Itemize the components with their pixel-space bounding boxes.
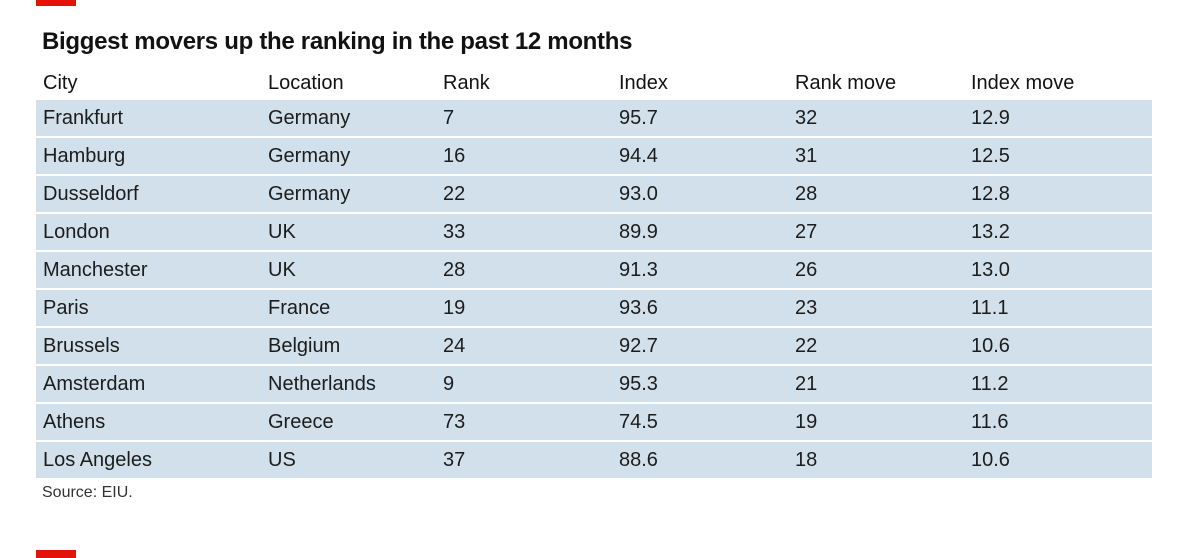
cell-index-move: 10.6 (971, 448, 1010, 471)
cell-rank: 33 (443, 220, 466, 243)
chart-title: Biggest movers up the ranking in the pas… (42, 28, 633, 55)
cell-index-move: 11.1 (971, 296, 1009, 319)
table-row: Amsterdam Netherlands 9 95.3 21 11.2 (36, 366, 1152, 404)
table-row: Hamburg Germany 16 94.4 31 12.5 (36, 138, 1152, 176)
cell-index: 93.6 (619, 296, 658, 319)
cell-city: Amsterdam (43, 372, 146, 395)
cell-rank: 19 (443, 296, 466, 319)
cell-city: Paris (43, 296, 89, 319)
table-row: London UK 33 89.9 27 13.2 (36, 214, 1152, 252)
cell-rank-move: 27 (795, 220, 818, 243)
cell-rank-move: 22 (795, 334, 818, 357)
cell-location: UK (268, 220, 296, 243)
cell-index-move: 12.5 (971, 144, 1010, 167)
table-row: Los Angeles US 37 88.6 18 10.6 (36, 442, 1152, 480)
table-body: Frankfurt Germany 7 95.7 32 12.9 Hamburg German… (36, 100, 1152, 480)
cell-index: 94.4 (619, 144, 658, 167)
cell-index-move: 13.2 (971, 220, 1010, 243)
accent-bar-bottom (36, 550, 76, 558)
cell-rank-move: 19 (795, 410, 818, 433)
cell-location: Netherlands (268, 372, 376, 395)
table-row: Paris France 19 93.6 23 11.1 (36, 290, 1152, 328)
column-header-index: Index (619, 71, 668, 94)
column-header-location: Location (268, 71, 344, 94)
cell-location: Greece (268, 410, 334, 433)
cell-index: 92.7 (619, 334, 658, 357)
table-row: Dusseldorf Germany 22 93.0 28 12.8 (36, 176, 1152, 214)
cell-rank: 28 (443, 258, 466, 281)
cell-city: Los Angeles (43, 448, 152, 471)
cell-city: Hamburg (43, 144, 126, 167)
cell-index-move: 13.0 (971, 258, 1010, 281)
cell-index-move: 12.8 (971, 182, 1010, 205)
cell-index: 89.9 (619, 220, 658, 243)
cell-rank-move: 26 (795, 258, 818, 281)
column-header-city: City (43, 71, 78, 94)
cell-rank-move: 23 (795, 296, 818, 319)
column-header-rank-move: Rank move (795, 71, 897, 94)
source-note: Source: EIU. (42, 484, 133, 501)
cell-location: France (268, 296, 331, 319)
cell-index: 93.0 (619, 182, 658, 205)
cell-location: Germany (268, 182, 351, 205)
cell-location: Germany (268, 144, 351, 167)
cell-city: Brussels (43, 334, 120, 357)
cell-rank-move: 18 (795, 448, 818, 471)
cell-location: US (268, 448, 296, 471)
data-table: City Location Rank Index Rank move Index… (36, 66, 1152, 480)
cell-city: Manchester (43, 258, 148, 281)
cell-rank-move: 31 (795, 144, 818, 167)
table-row: Brussels Belgium 24 92.7 22 10.6 (36, 328, 1152, 366)
cell-index: 95.3 (619, 372, 658, 395)
cell-index-move: 12.9 (971, 106, 1010, 129)
cell-index-move: 11.6 (971, 410, 1009, 433)
cell-city: London (43, 220, 110, 243)
cell-rank: 9 (443, 372, 455, 395)
cell-city: Athens (43, 410, 106, 433)
cell-index: 88.6 (619, 448, 658, 471)
table-row: Manchester UK 28 91.3 26 13.0 (36, 252, 1152, 290)
table-row: Athens Greece 73 74.5 19 11.6 (36, 404, 1152, 442)
cell-rank: 22 (443, 182, 466, 205)
cell-index: 74.5 (619, 410, 658, 433)
accent-bar-top (36, 0, 76, 6)
cell-location: Belgium (268, 334, 341, 357)
cell-rank-move: 28 (795, 182, 818, 205)
cell-rank: 73 (443, 410, 466, 433)
cell-index-move: 10.6 (971, 334, 1010, 357)
cell-rank: 16 (443, 144, 466, 167)
cell-location: UK (268, 258, 296, 281)
cell-rank-move: 32 (795, 106, 818, 129)
cell-city: Frankfurt (43, 106, 124, 129)
cell-index-move: 11.2 (971, 372, 1009, 395)
cell-index: 95.7 (619, 106, 658, 129)
table-row: Frankfurt Germany 7 95.7 32 12.9 (36, 100, 1152, 138)
cell-index: 91.3 (619, 258, 658, 281)
cell-rank-move: 21 (795, 372, 818, 395)
cell-rank: 24 (443, 334, 466, 357)
cell-city: Dusseldorf (43, 182, 139, 205)
table-header: City Location Rank Index Rank move Index… (36, 66, 1152, 100)
column-header-rank: Rank (443, 71, 490, 94)
cell-rank: 7 (443, 106, 455, 129)
column-header-index-move: Index move (971, 71, 1075, 94)
cell-location: Germany (268, 106, 351, 129)
cell-rank: 37 (443, 448, 466, 471)
